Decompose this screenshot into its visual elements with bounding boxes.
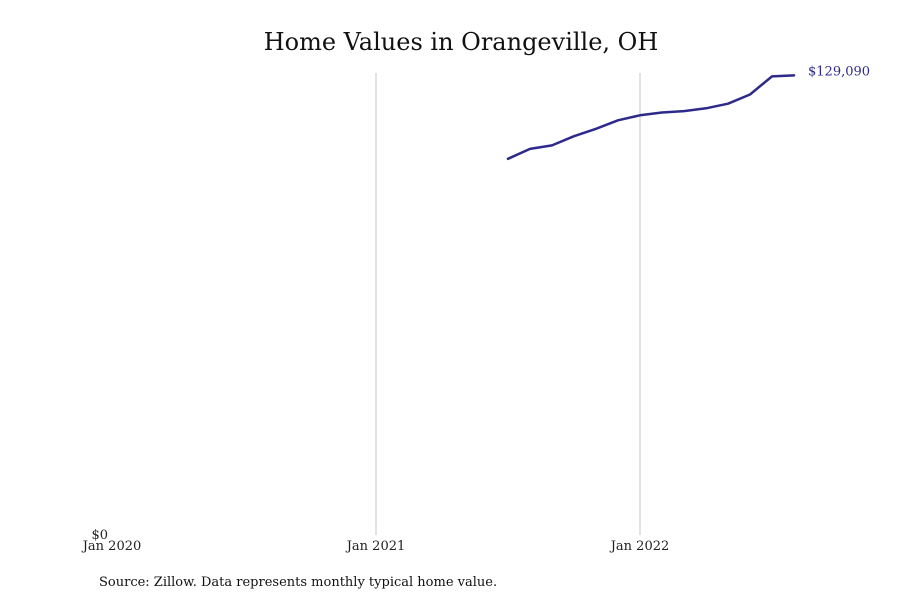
chart-title: Home Values in Orangeville, OH: [264, 28, 659, 56]
x-tick-label-0: Jan 2020: [81, 539, 142, 554]
gridlines: [375, 73, 641, 535]
x-tick-label-2: Jan 2022: [609, 539, 670, 554]
series-layer: $129,090: [506, 64, 870, 161]
y-tick-label-0: $0: [91, 528, 108, 543]
x-tick-label-1: Jan 2021: [345, 539, 406, 554]
x-axis-tick-labels: Jan 2020 Jan 2021 Jan 2022: [81, 539, 670, 554]
source-note: Source: Zillow. Data represents monthly …: [99, 575, 497, 590]
y-axis-tick-labels: $0: [91, 528, 108, 543]
series-line-0: [506, 74, 796, 161]
end-value-label: $129,090: [808, 64, 870, 79]
